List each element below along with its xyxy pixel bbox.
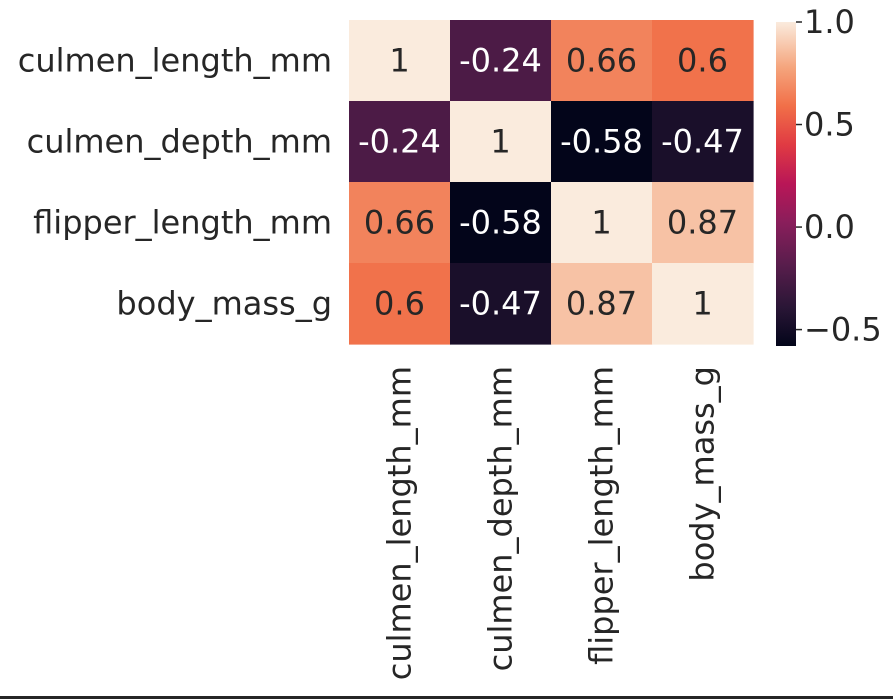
cell-value-label: -0.24: [358, 123, 441, 161]
heatmap-cell: [551, 263, 653, 345]
colorbar-tick-label: 0.5: [804, 106, 855, 144]
column-label: culmen_depth_mm: [482, 366, 520, 671]
heatmap-cell: [551, 20, 653, 102]
column-labels: culmen_length_mm culmen_depth_mm flipper_l…: [381, 366, 722, 680]
row-labels: culmen_length_mm culmen_depth_mm flipper_l…: [18, 42, 332, 323]
cell-value-label: 0.66: [566, 42, 637, 80]
heatmap-cell: [551, 101, 653, 183]
cell-value-label: 1: [591, 204, 611, 242]
colorbar-gradient: [776, 22, 796, 346]
column-label: flipper_length_mm: [583, 366, 621, 665]
row-label: flipper_length_mm: [33, 204, 332, 242]
heatmap-cell: [450, 20, 552, 102]
row-label: culmen_depth_mm: [27, 123, 332, 161]
colorbar-tick-label: 0.0: [804, 208, 855, 246]
column-label: culmen_length_mm: [381, 366, 419, 680]
heatmap-cell: [450, 263, 552, 345]
cell-value-label: -0.24: [459, 42, 542, 80]
heatmap-cell: [349, 182, 451, 264]
bottom-border: [0, 696, 893, 699]
colorbar-tick-label: −0.5: [804, 311, 882, 349]
heatmap-cell: [652, 263, 754, 345]
heatmap-cell: [450, 182, 552, 264]
heatmap-cell: [450, 101, 552, 183]
row-label: culmen_length_mm: [18, 42, 332, 80]
cell-value-label: -0.47: [661, 123, 744, 161]
heatmap-cell: [652, 182, 754, 264]
colorbar: 1.0 0.5 0.0 −0.5: [776, 3, 882, 349]
cell-value-label: -0.58: [560, 123, 643, 161]
row-label: body_mass_g: [116, 285, 332, 323]
cell-value-label: -0.47: [459, 285, 542, 323]
heatmap-cells: 1 -0.24 0.66 0.6 -0.24 1 -0.58 -0.47 0.66 -0.58 1 0…: [349, 20, 754, 345]
heatmap-cell: [551, 182, 653, 264]
cell-value-label: -0.58: [459, 204, 542, 242]
cell-value-label: 0.87: [667, 204, 738, 242]
column-label: body_mass_g: [684, 366, 722, 582]
heatmap-cell: [349, 20, 451, 102]
heatmap-cell: [652, 101, 754, 183]
cell-value-label: 1: [389, 42, 409, 80]
heatmap-cell: [652, 20, 754, 102]
cell-value-label: 0.87: [566, 285, 637, 323]
heatmap-cell: [349, 101, 451, 183]
cell-value-label: 0.6: [374, 285, 425, 323]
cell-value-label: 0.6: [677, 42, 728, 80]
colorbar-tick-label: 1.0: [804, 3, 855, 41]
cell-value-label: 0.66: [364, 204, 435, 242]
heatmap-cell: [349, 263, 451, 345]
cell-value-label: 1: [692, 285, 712, 323]
cell-value-label: 1: [490, 123, 510, 161]
